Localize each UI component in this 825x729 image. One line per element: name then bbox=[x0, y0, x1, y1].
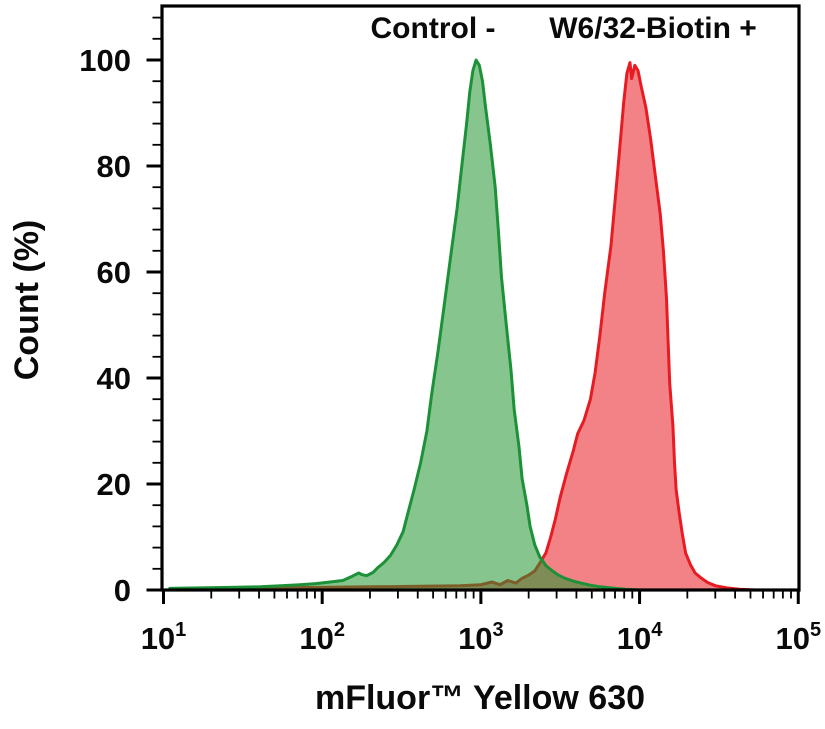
x-tick-label: 101 bbox=[141, 619, 187, 656]
y-tick-label: 0 bbox=[114, 573, 131, 608]
y-tick-label: 80 bbox=[97, 149, 131, 184]
curves-group bbox=[168, 58, 757, 591]
plot-border bbox=[160, 4, 801, 592]
curve-negative-control-population bbox=[168, 58, 642, 591]
x-tick-label: 103 bbox=[458, 619, 504, 656]
x-tick-label: 105 bbox=[775, 619, 821, 656]
y-axis-title: Count (%) bbox=[8, 220, 46, 381]
legend-control-label: Control - bbox=[371, 12, 496, 45]
y-tick-label: 20 bbox=[97, 467, 131, 502]
x-axis-ticks bbox=[162, 591, 800, 604]
y-axis-tick-labels: 0 20 40 60 80 100 bbox=[79, 43, 131, 608]
x-tick-label: 102 bbox=[299, 619, 345, 656]
x-axis-title: mFluor™ Yellow 630 bbox=[315, 679, 645, 717]
x-axis-tick-labels: 101 102 103 104 105 bbox=[141, 619, 821, 656]
y-axis-ticks bbox=[146, 16, 161, 592]
y-tick-label: 100 bbox=[79, 43, 131, 78]
y-tick-label: 60 bbox=[97, 255, 131, 290]
y-tick-label: 40 bbox=[97, 361, 131, 396]
x-tick-label: 104 bbox=[617, 619, 663, 656]
legend-w632-biotin-label: W6/32-Biotin + bbox=[549, 12, 757, 45]
